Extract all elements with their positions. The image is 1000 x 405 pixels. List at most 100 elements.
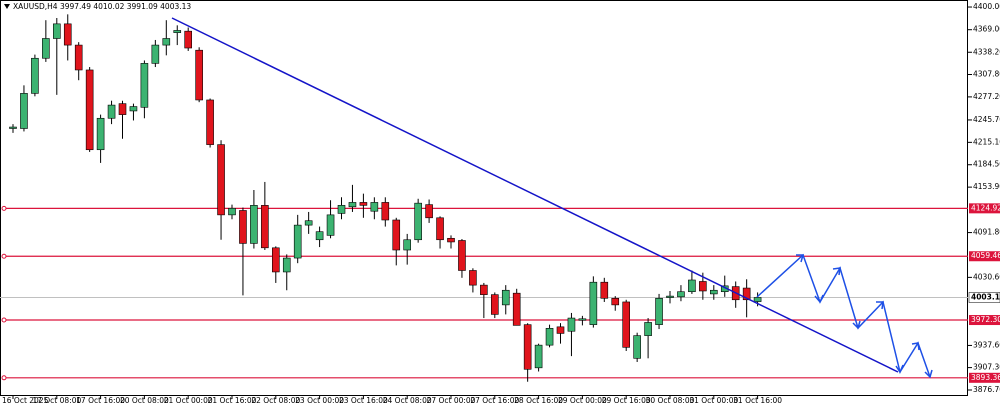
y-tick-label: 3876.70 — [973, 385, 1000, 394]
y-tick-label: 4215.10 — [973, 137, 1000, 146]
x-tick-label: 17 Oct 16:00 — [76, 396, 125, 405]
candle-body — [523, 324, 532, 370]
candle-body — [42, 38, 50, 59]
candle-body — [315, 231, 324, 241]
candle-body — [578, 318, 587, 321]
candle-body — [567, 317, 576, 332]
candle-body — [742, 287, 751, 301]
candle-body — [480, 284, 488, 295]
x-tick-label: 23 Oct 00:00 — [295, 396, 344, 405]
level-label-bg — [969, 372, 1000, 383]
candle-body — [96, 117, 105, 151]
x-tick-label: 31 Oct 00:00 — [689, 396, 738, 405]
candle-body — [162, 38, 171, 46]
x-tick-label: 22 Oct 08:00 — [251, 396, 300, 405]
candle-body — [337, 205, 346, 214]
candle-body — [282, 257, 291, 273]
level-anchor — [1, 375, 7, 381]
candle-body — [261, 205, 269, 249]
y-tick-label: 4091.80 — [973, 228, 1000, 237]
candle-body — [31, 57, 39, 94]
x-tick-label: 21 Oct 00:00 — [164, 396, 213, 405]
candle-body — [753, 297, 762, 302]
candle-body — [217, 144, 225, 216]
x-tick-label: 27 Oct 16:00 — [470, 396, 519, 405]
candle-body — [414, 202, 422, 241]
candle-body — [173, 30, 182, 33]
candle-body — [545, 328, 554, 346]
candle-body — [677, 291, 685, 298]
y-tick-label: 4184.50 — [973, 160, 1000, 169]
candle-body — [239, 210, 247, 244]
y-tick-label: 4400.00 — [973, 2, 1000, 11]
candle-body — [709, 289, 718, 295]
candle-body — [85, 69, 94, 151]
x-tick-label: 29 Oct 16:00 — [602, 396, 651, 405]
candle-body — [206, 99, 214, 145]
candle-body — [195, 49, 203, 101]
projection-arrows — [796, 254, 933, 379]
level-anchor — [1, 205, 7, 211]
candle-body — [556, 326, 565, 334]
y-tick-label: 4245.70 — [973, 115, 1000, 124]
y-tick-label: 4153.90 — [973, 182, 1000, 191]
y-tick-label: 4277.20 — [973, 92, 1000, 101]
candle-body — [293, 224, 302, 259]
candle-body — [458, 240, 466, 271]
y-tick-label: 4338.20 — [973, 47, 1000, 56]
x-tick-label: 21 Oct 16:00 — [208, 396, 257, 405]
symbol-menu-icon[interactable] — [4, 4, 10, 9]
x-tick-label: 20 Oct 08:00 — [120, 396, 169, 405]
trend-line — [171, 17, 899, 373]
candle-body — [512, 292, 521, 326]
plot-layer — [0, 14, 968, 382]
candle-body — [74, 44, 83, 71]
candle-body — [688, 279, 696, 293]
x-tick-label: 17 Oct 08:00 — [32, 396, 81, 405]
x-tick-label: 16 Oct 2025 — [2, 396, 49, 405]
level-anchor — [1, 253, 7, 259]
candle-body — [271, 247, 280, 273]
candle-body — [589, 281, 598, 325]
candle-body — [633, 335, 641, 359]
candle-body — [184, 30, 192, 49]
candle-body — [359, 202, 368, 206]
candle-body — [622, 301, 631, 348]
level-label: 3972.30 — [971, 315, 1000, 324]
candle-body — [699, 281, 707, 292]
level-label-bg — [969, 203, 1000, 214]
candle-body — [501, 289, 510, 306]
candle-body — [425, 204, 433, 219]
current-price-label: 4003.13 — [971, 292, 1000, 301]
x-tick-label: 28 Oct 16:00 — [514, 396, 563, 405]
plot-frame — [0, 0, 968, 396]
level-label-bg — [969, 315, 1000, 326]
candle-body — [151, 44, 160, 64]
level-label: 4124.92 — [971, 203, 1000, 212]
x-tick-label: 31 Oct 16:00 — [733, 396, 782, 405]
candle-body — [118, 103, 127, 115]
candle-body — [655, 297, 663, 325]
candle-body — [9, 126, 17, 129]
candle-body — [600, 281, 609, 299]
candle-body — [381, 202, 390, 221]
candle-body — [534, 344, 543, 369]
x-tick-label: 30 Oct 08:00 — [646, 396, 695, 405]
candle-body — [348, 202, 357, 208]
x-tick-label: 27 Oct 00:00 — [427, 396, 476, 405]
candle-body — [140, 63, 149, 108]
y-tick-label: 4369.00 — [973, 25, 1000, 34]
candle-body — [392, 219, 401, 251]
candle-body — [304, 220, 313, 226]
candle-body — [20, 93, 28, 129]
candle-body — [490, 294, 499, 315]
level-label: 4059.46 — [971, 251, 1000, 260]
candle-body — [250, 205, 258, 244]
level-label: 3893.36 — [971, 373, 1000, 382]
candle-body — [129, 106, 138, 112]
candle-body — [611, 297, 620, 306]
candle-body — [447, 237, 455, 243]
y-tick-label: 3937.60 — [973, 340, 1000, 349]
candle-body — [228, 207, 236, 216]
